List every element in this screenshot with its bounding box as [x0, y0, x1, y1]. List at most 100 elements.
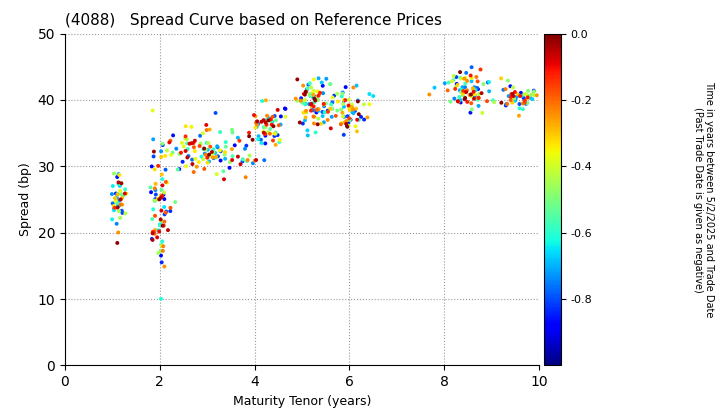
Point	[226, 157, 238, 163]
Point	[507, 99, 518, 106]
Point	[500, 102, 512, 109]
Point	[117, 194, 128, 201]
Point	[462, 87, 473, 94]
Point	[208, 146, 220, 152]
Point	[292, 76, 303, 83]
Point	[312, 88, 323, 95]
Point	[423, 91, 435, 98]
Point	[232, 134, 243, 141]
Point	[474, 66, 486, 73]
Point	[300, 109, 312, 116]
Point	[452, 98, 464, 105]
Point	[147, 236, 158, 243]
Point	[111, 220, 122, 227]
Point	[513, 101, 525, 108]
Point	[166, 152, 177, 158]
Point	[338, 97, 350, 104]
Point	[114, 181, 126, 188]
Point	[247, 136, 258, 143]
Point	[298, 90, 310, 97]
Point	[442, 87, 454, 94]
Point	[498, 87, 509, 93]
Point	[318, 103, 330, 110]
Point	[112, 173, 123, 180]
Point	[146, 216, 158, 223]
Point	[320, 100, 332, 107]
Point	[307, 92, 319, 98]
Point	[158, 263, 170, 270]
Point	[508, 93, 519, 100]
Point	[157, 142, 168, 148]
Point	[302, 132, 313, 139]
Point	[343, 105, 355, 111]
Point	[114, 179, 126, 186]
Point	[156, 222, 167, 228]
Point	[305, 91, 316, 97]
Point	[343, 120, 354, 126]
Point	[156, 241, 167, 248]
Point	[259, 140, 271, 147]
Point	[495, 75, 507, 82]
Point	[300, 114, 311, 121]
Point	[304, 92, 315, 98]
Point	[203, 153, 215, 160]
Point	[260, 119, 271, 126]
Point	[156, 242, 168, 249]
Point	[227, 153, 238, 160]
Point	[462, 77, 473, 84]
Point	[298, 109, 310, 116]
Point	[159, 211, 171, 218]
Point	[325, 125, 336, 132]
Point	[307, 88, 319, 95]
Point	[312, 106, 323, 113]
Point	[155, 247, 166, 254]
Point	[308, 76, 320, 83]
Point	[272, 132, 284, 139]
Point	[506, 94, 518, 101]
Point	[180, 123, 192, 130]
Point	[428, 84, 440, 91]
Point	[335, 121, 346, 128]
Point	[220, 149, 231, 155]
Point	[473, 94, 485, 101]
Point	[109, 195, 121, 202]
Point	[158, 189, 170, 196]
Point	[256, 118, 267, 125]
Point	[112, 202, 124, 208]
Point	[454, 97, 466, 103]
Point	[308, 120, 320, 127]
Point	[171, 145, 182, 152]
Point	[177, 158, 189, 165]
Point	[156, 148, 167, 155]
Point	[326, 113, 338, 120]
Point	[528, 87, 539, 94]
Point	[113, 181, 125, 187]
Point	[317, 82, 328, 89]
Point	[446, 78, 458, 84]
Point	[151, 234, 163, 241]
Point	[199, 150, 210, 157]
Point	[158, 218, 170, 225]
Point	[290, 95, 302, 102]
Point	[258, 129, 269, 136]
Point	[258, 128, 269, 135]
Point	[148, 197, 160, 204]
Point	[519, 97, 531, 104]
Point	[337, 90, 348, 97]
Point	[250, 124, 261, 131]
Point	[343, 122, 354, 129]
Point	[261, 121, 272, 128]
Point	[201, 121, 212, 128]
Point	[272, 107, 284, 113]
Point	[120, 190, 131, 197]
Point	[207, 154, 219, 161]
Point	[443, 79, 454, 86]
Point	[307, 107, 319, 114]
Point	[337, 113, 348, 120]
Point	[201, 127, 212, 134]
Point	[110, 190, 122, 197]
Point	[212, 143, 223, 150]
Point	[147, 230, 158, 236]
Point	[337, 101, 348, 108]
Point	[323, 108, 334, 115]
